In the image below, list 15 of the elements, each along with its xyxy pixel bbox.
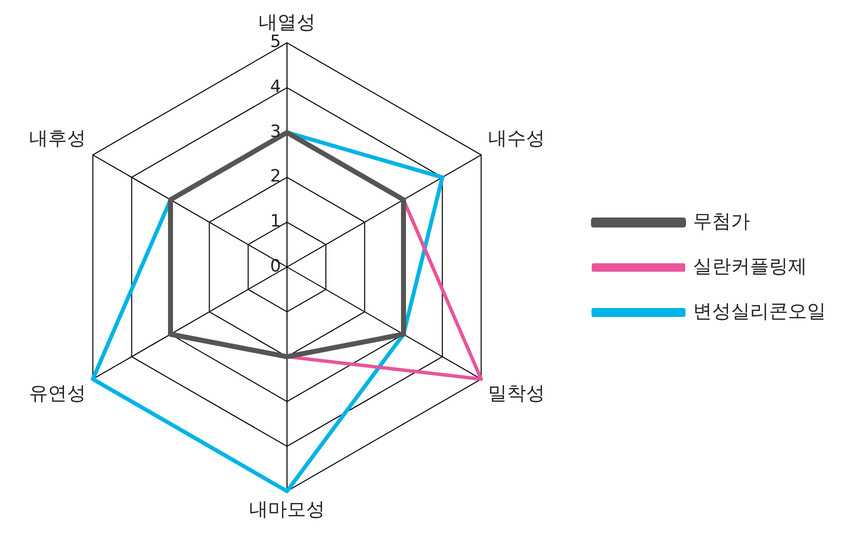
spoke-label: 내열성 bbox=[258, 11, 316, 34]
y-tick-label: 3 bbox=[270, 122, 281, 142]
spoke-label: 밀착성 bbox=[488, 382, 546, 404]
y-tick-label: 0 bbox=[270, 256, 281, 276]
y-tick-label: 5 bbox=[270, 32, 281, 52]
spoke-label: 유연성 bbox=[28, 382, 86, 404]
spoke-label: 내수성 bbox=[488, 127, 546, 150]
y-tick-label: 4 bbox=[270, 77, 281, 98]
spoke-label: 내후성 bbox=[28, 127, 86, 150]
legend-label: 실란커플링제 bbox=[693, 255, 807, 278]
spoke-label: 내마모성 bbox=[249, 498, 325, 521]
y-tick-label: 2 bbox=[270, 166, 281, 187]
legend-label: 변성실리콘오일 bbox=[693, 300, 826, 322]
y-tick-label: 1 bbox=[270, 212, 281, 232]
legend-label: 무첨가 bbox=[693, 210, 750, 232]
